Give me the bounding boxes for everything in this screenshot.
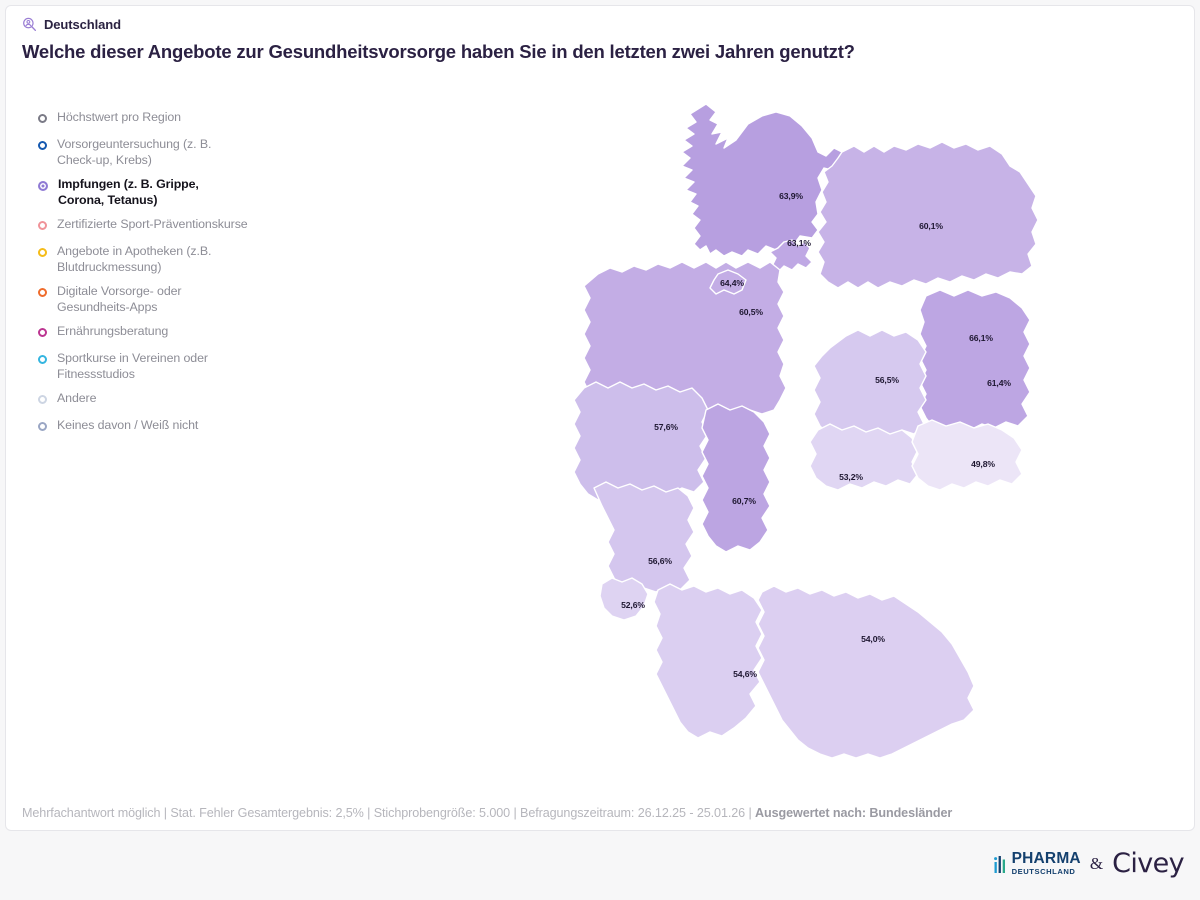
civey-logo: Civey <box>1112 848 1185 879</box>
legend: Höchstwert pro Region Vorsorgeuntersuchu… <box>38 110 248 445</box>
legend-item-label: Vorsorgeuntersuchung (z. B. Check-up, Kr… <box>57 137 212 167</box>
legend-item-label: Höchstwert pro Region <box>57 110 181 124</box>
ampersand: & <box>1089 853 1104 873</box>
legend-item-andere[interactable]: Andere <box>38 391 248 409</box>
map-value-labels: 63,9% 63,1% 60,1% 64,4% 60,5% 66,1% 61,4% 56,5%… <box>621 191 1011 679</box>
map-region[interactable] <box>769 239 813 273</box>
legend-item-keines-davon[interactable]: Keines davon / Weiß nicht <box>38 418 248 436</box>
map-region[interactable] <box>757 585 975 759</box>
legend-item-sportkurse-vereine[interactable]: Sportkurse in Vereinen oder Fitnessstudi… <box>38 351 248 382</box>
map-region[interactable] <box>919 289 1031 433</box>
legend-item-ernaehrungsberatung[interactable]: Ernährungsberatung <box>38 324 248 342</box>
legend-item-impfungen[interactable]: Impfungen (z. B. Grippe, Corona, Tetanus… <box>38 177 248 208</box>
legend-item-hoechstwert[interactable]: Höchstwert pro Region <box>38 110 248 128</box>
legend-item-label: Keines davon / Weiß nicht <box>57 418 199 432</box>
map-region-value: 54,0% <box>861 634 885 644</box>
map-region[interactable] <box>653 583 763 739</box>
footnote-bold: Ausgewertet nach: Bundesländer <box>755 806 953 820</box>
map-region-value: 66,1% <box>969 333 993 343</box>
legend-marker-icon <box>38 422 47 431</box>
legend-marker-icon <box>38 328 47 337</box>
map-region-value: 52,6% <box>621 600 645 610</box>
pharma-logo-name: PHARMA <box>1011 850 1081 868</box>
map-region-value: 61,4% <box>987 378 1011 388</box>
legend-item-vorsorgeuntersuchung[interactable]: Vorsorgeuntersuchung (z. B. Check-up, Kr… <box>38 137 248 168</box>
footnote: Mehrfachantwort möglich | Stat. Fehler G… <box>22 806 952 820</box>
map-region[interactable] <box>701 403 771 553</box>
map-region-value: 54,6% <box>733 669 757 679</box>
map-region-value: 53,2% <box>839 472 863 482</box>
legend-marker-icon <box>38 248 47 257</box>
legend-item-label: Ernährungsberatung <box>57 324 169 338</box>
legend-item-label: Sportkurse in Vereinen oder Fitnessstudi… <box>57 351 208 381</box>
region-name: Deutschland <box>44 17 121 32</box>
legend-item-label: Angebote in Apotheken (z.B. Blutdruckmes… <box>57 244 212 274</box>
chart-card: Deutschland Welche dieser Angebote zur G… <box>5 5 1195 831</box>
region-search-icon <box>22 17 37 32</box>
legend-item-label: Digitale Vorsorge- oder Gesundheits-Apps <box>57 284 182 314</box>
legend-item-label: Zertifizierte Sport-Präventionskurse <box>57 217 248 231</box>
legend-marker-icon <box>38 395 47 404</box>
germany-choropleth-map[interactable]: 63,9% 63,1% 60,1% 64,4% 60,5% 66,1% 61,4% 56,5%… <box>551 84 1161 774</box>
legend-item-digitale-apps[interactable]: Digitale Vorsorge- oder Gesundheits-Apps <box>38 284 248 315</box>
legend-marker-icon <box>38 141 47 150</box>
map-region-value: 60,1% <box>919 221 943 231</box>
legend-marker-icon <box>38 181 48 191</box>
map-region[interactable] <box>809 423 919 491</box>
map-region-value: 64,4% <box>720 278 744 288</box>
legend-marker-icon <box>38 114 47 123</box>
pharma-bars-icon <box>993 855 1005 873</box>
legend-marker-icon <box>38 221 47 230</box>
map-region[interactable] <box>583 261 787 421</box>
map-region-value: 60,5% <box>739 307 763 317</box>
map-region-value: 49,8% <box>971 459 995 469</box>
map-region[interactable] <box>573 381 709 501</box>
map-region[interactable] <box>599 577 649 621</box>
map-region[interactable] <box>911 419 1023 491</box>
map-region-value: 56,5% <box>875 375 899 385</box>
map-region[interactable] <box>817 141 1039 289</box>
legend-item-apotheken[interactable]: Angebote in Apotheken (z.B. Blutdruckmes… <box>38 244 248 275</box>
legend-item-label: Impfungen (z. B. Grippe, Corona, Tetanus… <box>58 177 199 207</box>
pharma-deutschland-logo: PHARMA DEUTSCHLAND <box>993 850 1081 876</box>
logo-bar: PHARMA DEUTSCHLAND & Civey <box>993 848 1185 879</box>
pharma-logo-sub: DEUTSCHLAND <box>1011 866 1076 876</box>
map-region-value: 63,1% <box>787 238 811 248</box>
footnote-main: Mehrfachantwort möglich | Stat. Fehler G… <box>22 806 756 820</box>
legend-item-sportkurse-zertifiziert[interactable]: Zertifizierte Sport-Präventionskurse <box>38 217 248 235</box>
map-regions <box>573 103 1039 759</box>
page-title: Welche dieser Angebote zur Gesundheitsvo… <box>22 41 855 62</box>
map-region-value: 56,6% <box>648 556 672 566</box>
map-region-value: 57,6% <box>654 422 678 432</box>
map-region[interactable] <box>813 329 927 441</box>
legend-marker-icon <box>38 288 47 297</box>
legend-marker-icon <box>38 355 47 364</box>
map-region-value: 60,7% <box>732 496 756 506</box>
legend-item-label: Andere <box>57 391 97 405</box>
map-svg: 63,9% 63,1% 60,1% 64,4% 60,5% 66,1% 61,4% 56,5%… <box>573 103 1039 759</box>
map-region[interactable] <box>593 481 695 595</box>
region-selector[interactable]: Deutschland <box>22 17 121 32</box>
map-region-value: 63,9% <box>779 191 803 201</box>
